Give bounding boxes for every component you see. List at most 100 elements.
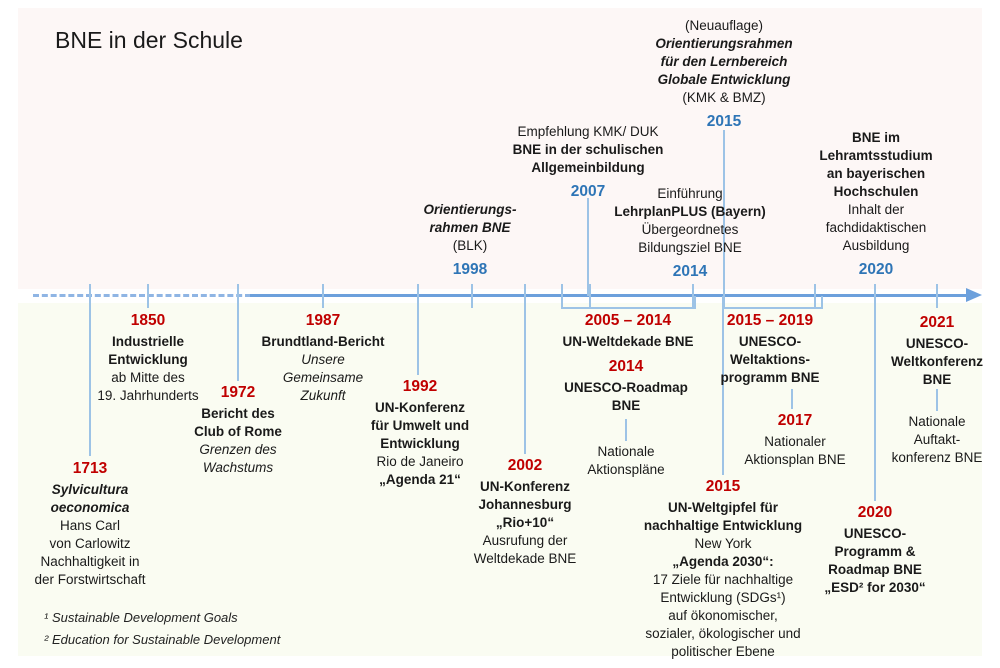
event-line: Lehramtsstudium — [819, 148, 933, 163]
event-1713: 1713 Sylvicultura oeconomica Hans Carl v… — [34, 459, 145, 589]
event-line: Globale Entwicklung — [657, 72, 791, 87]
event-line: Roadmap BNE — [828, 562, 922, 577]
event-line: Programm & — [834, 544, 916, 559]
event-line: auf ökonomischer, — [668, 608, 778, 623]
event-line: politischer Ebene — [671, 644, 775, 659]
event-line: BNE — [611, 398, 641, 413]
event-line: Nachhaltigkeit in — [40, 554, 140, 569]
event-line: fachdidaktischen — [825, 220, 927, 235]
timeline-arrowhead-icon — [966, 288, 982, 302]
event-year: 2002 — [507, 457, 543, 474]
range-bracket-2015-2019 — [722, 296, 823, 309]
event-year: 1713 — [72, 460, 108, 477]
event-year: 2015 – 2019 — [726, 312, 814, 329]
event-line: Zukunft — [300, 388, 346, 403]
event-line: „Rio+10“ — [495, 515, 555, 530]
event-line: oeconomica — [50, 500, 130, 515]
event-year: 2007 — [570, 183, 606, 200]
event-line: Einführung — [657, 186, 723, 201]
event-2017: 2017 Nationaler Aktionsplan BNE — [744, 411, 845, 469]
event-un-decade: 2005 – 2014 UN-Weltdekade BNE — [562, 311, 693, 351]
timeline-dashed-segment — [33, 294, 251, 297]
event-line: nachhaltige Entwicklung — [643, 518, 803, 533]
event-line: Johannesburg — [478, 497, 572, 512]
event-line: UN-Konferenz — [375, 400, 465, 415]
bottom-background-panel — [18, 303, 982, 656]
connector-2021-sub — [936, 389, 938, 411]
event-line: Aktionsplan BNE — [744, 452, 846, 467]
event-unesco-roadmap: 2014 UNESCO-Roadmap BNE — [564, 357, 688, 415]
event-line: Entwicklung (SDGs¹) — [660, 590, 786, 605]
connector-2007 — [587, 198, 589, 296]
event-2020-above: BNE im Lehramtsstudium an bayerischen Ho… — [819, 129, 932, 279]
event-1850: 1850 Industrielle Entwicklung ab Mitte d… — [97, 311, 198, 405]
connector-2002 — [524, 296, 526, 454]
event-line: Entwicklung — [108, 352, 188, 367]
event-line: Auftakt- — [913, 432, 961, 447]
event-year: 2014 — [608, 358, 644, 375]
event-line: 19. Jahrhunderts — [97, 388, 199, 403]
event-year: 2020 — [858, 261, 894, 278]
event-line: Nationale — [597, 444, 655, 459]
event-year: 1972 — [220, 384, 256, 401]
event-line: (Neuauflage) — [684, 18, 764, 33]
event-2021-sub: Nationale Auftakt- konferenz BNE — [892, 413, 983, 467]
page-title: BNE in der Schule — [55, 27, 243, 53]
event-line: UNESCO- — [843, 526, 907, 541]
event-line: Club of Rome — [194, 424, 282, 439]
top-background-panel — [18, 8, 982, 289]
event-year: 1998 — [452, 261, 488, 278]
event-line: Nationaler — [764, 434, 826, 449]
event-line: UN-Konferenz — [480, 479, 570, 494]
event-line: Gemeinsame — [282, 370, 364, 385]
event-line: BNE in der schulischen — [512, 142, 664, 157]
connector-2015-below — [722, 296, 724, 475]
event-line: Weltaktions- — [729, 352, 811, 367]
event-line: „ESD² for 2030“ — [824, 580, 926, 595]
event-year: 2005 – 2014 — [584, 312, 672, 329]
event-line: UN-Weltdekade BNE — [562, 334, 694, 349]
event-line: Ausrufung der — [482, 533, 568, 548]
event-line: der Forstwirtschaft — [34, 572, 146, 587]
footnote-esd: ² Education for Sustainable Development — [44, 632, 281, 647]
event-line: Weltdekade BNE — [473, 551, 577, 566]
event-2007: Empfehlung KMK/ DUK BNE in der schulisch… — [513, 123, 664, 201]
event-line: Bildungsziel BNE — [638, 240, 742, 255]
event-line: Bericht des — [201, 406, 275, 421]
event-year: 2014 — [672, 263, 708, 280]
connector-1992 — [417, 296, 419, 375]
event-line: Übergeordnetes — [641, 222, 739, 237]
event-line: Empfehlung KMK/ DUK — [517, 124, 659, 139]
timeline-tick-2019 — [814, 284, 816, 308]
event-line: Orientierungs- — [423, 202, 517, 217]
event-line: Orientierungsrahmen — [655, 36, 793, 51]
event-line: Hans Carl — [59, 518, 121, 533]
event-line: Nationale — [908, 414, 966, 429]
event-2002: 2002 UN-Konferenz Johannesburg „Rio+10“ … — [474, 456, 577, 568]
event-year: 2015 — [705, 478, 741, 495]
timeline-tick-1998 — [471, 284, 473, 308]
event-line: UNESCO- — [738, 334, 802, 349]
event-line: Grenzen des — [199, 442, 277, 457]
connector-1713 — [89, 296, 91, 456]
timeline-tick-2015 — [723, 284, 725, 308]
event-line: New York — [694, 536, 752, 551]
event-2015-above: (Neuauflage) Orientierungsrahmen für den… — [655, 17, 792, 131]
event-2021: 2021 UNESCO- Weltkonferenz BNE — [891, 313, 983, 389]
event-year: 2020 — [857, 504, 893, 521]
event-line: Hochschulen — [833, 184, 919, 199]
event-year: 1987 — [305, 312, 341, 329]
range-bracket-2005-2014 — [561, 296, 696, 309]
event-line: Weltkonferenz — [890, 354, 984, 369]
event-line: sozialer, ökologischer und — [645, 626, 801, 641]
event-line: Allgemeinbildung — [531, 160, 645, 175]
event-line: (BLK) — [452, 238, 488, 253]
event-line: 17 Ziele für nachhaltige — [652, 572, 794, 587]
event-line: rahmen BNE — [429, 220, 511, 235]
event-line: Ausbildung — [842, 238, 910, 253]
event-line: Wachstums — [202, 460, 274, 475]
timeline-tick-1850 — [147, 284, 149, 308]
event-line: für Umwelt und — [370, 418, 470, 433]
event-line: Unsere — [301, 352, 345, 367]
connector-2015-above — [723, 130, 725, 296]
